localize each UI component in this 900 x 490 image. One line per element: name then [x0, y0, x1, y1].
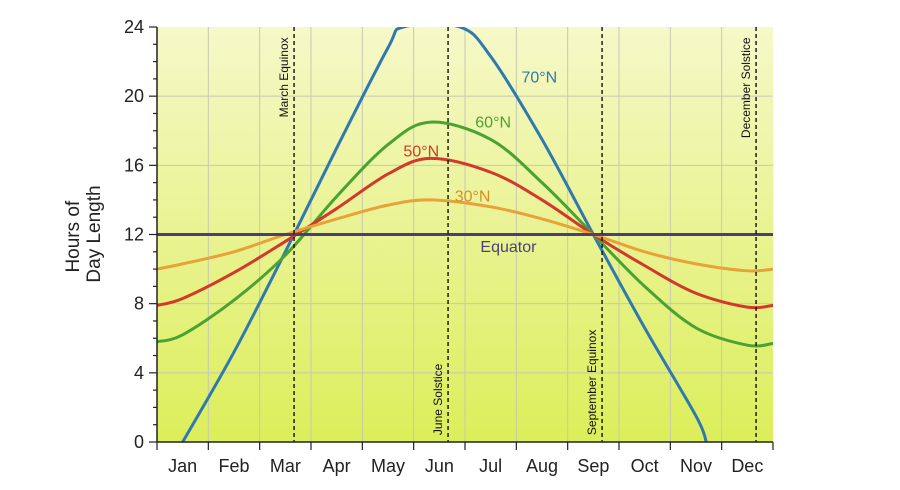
y-tick-label: 20 [124, 86, 144, 106]
series-line-30n [157, 198, 773, 273]
y-axis-title-line-2: Day Length [84, 185, 105, 282]
series-labels: 70°N 60°N 50°N 30°N Equator [403, 69, 557, 255]
y-tick-label: 4 [134, 363, 144, 383]
series-line-60n [157, 120, 773, 348]
series-label-60n: 60°N [475, 114, 511, 131]
y-ticks: 0 4 8 12 16 20 24 [124, 17, 157, 452]
month-label-jul: Jul [479, 456, 502, 476]
y-tick-label: 24 [124, 17, 144, 37]
month-label-nov: Nov [680, 456, 712, 476]
series-label-50n: 50°N [403, 144, 439, 161]
y-axis-title-line-1: Hours of [63, 200, 84, 273]
month-label-mar: Mar [270, 456, 301, 476]
x-ticks: Jan Feb Mar Apr May Jun Jul Aug Sep Oct Nov Dec [156, 442, 774, 476]
month-label-oct: Oct [631, 456, 659, 476]
month-label-feb: Feb [218, 456, 249, 476]
month-label-dec: Dec [731, 456, 763, 476]
event-label-march-equinox: March Equinox [277, 37, 291, 117]
month-label-sep: Sep [577, 456, 609, 476]
series-label-30n: 30°N [455, 189, 491, 206]
month-label-apr: Apr [323, 456, 351, 476]
series-label-equator: Equator [480, 239, 537, 256]
y-tick-label: 0 [134, 432, 144, 452]
month-label-jan: Jan [168, 456, 197, 476]
series-lines [157, 27, 773, 442]
event-label-december-solstice: December Solstice [739, 37, 753, 138]
month-label-jun: Jun [425, 456, 454, 476]
series-line-50n [157, 156, 773, 310]
event-label-june-solstice: June Solstice [431, 363, 445, 435]
month-label-may: May [371, 456, 405, 476]
y-tick-label: 16 [124, 155, 144, 175]
y-tick-label: 12 [124, 225, 144, 245]
y-tick-label: 8 [134, 294, 144, 314]
series-label-70n: 70°N [521, 69, 557, 86]
event-markers: March Equinox June Solstice September Equi… [277, 27, 757, 442]
y-axis-title: Hours of Day Length [63, 185, 105, 282]
month-label-aug: Aug [526, 456, 558, 476]
event-label-september-equinox: September Equinox [585, 330, 599, 435]
